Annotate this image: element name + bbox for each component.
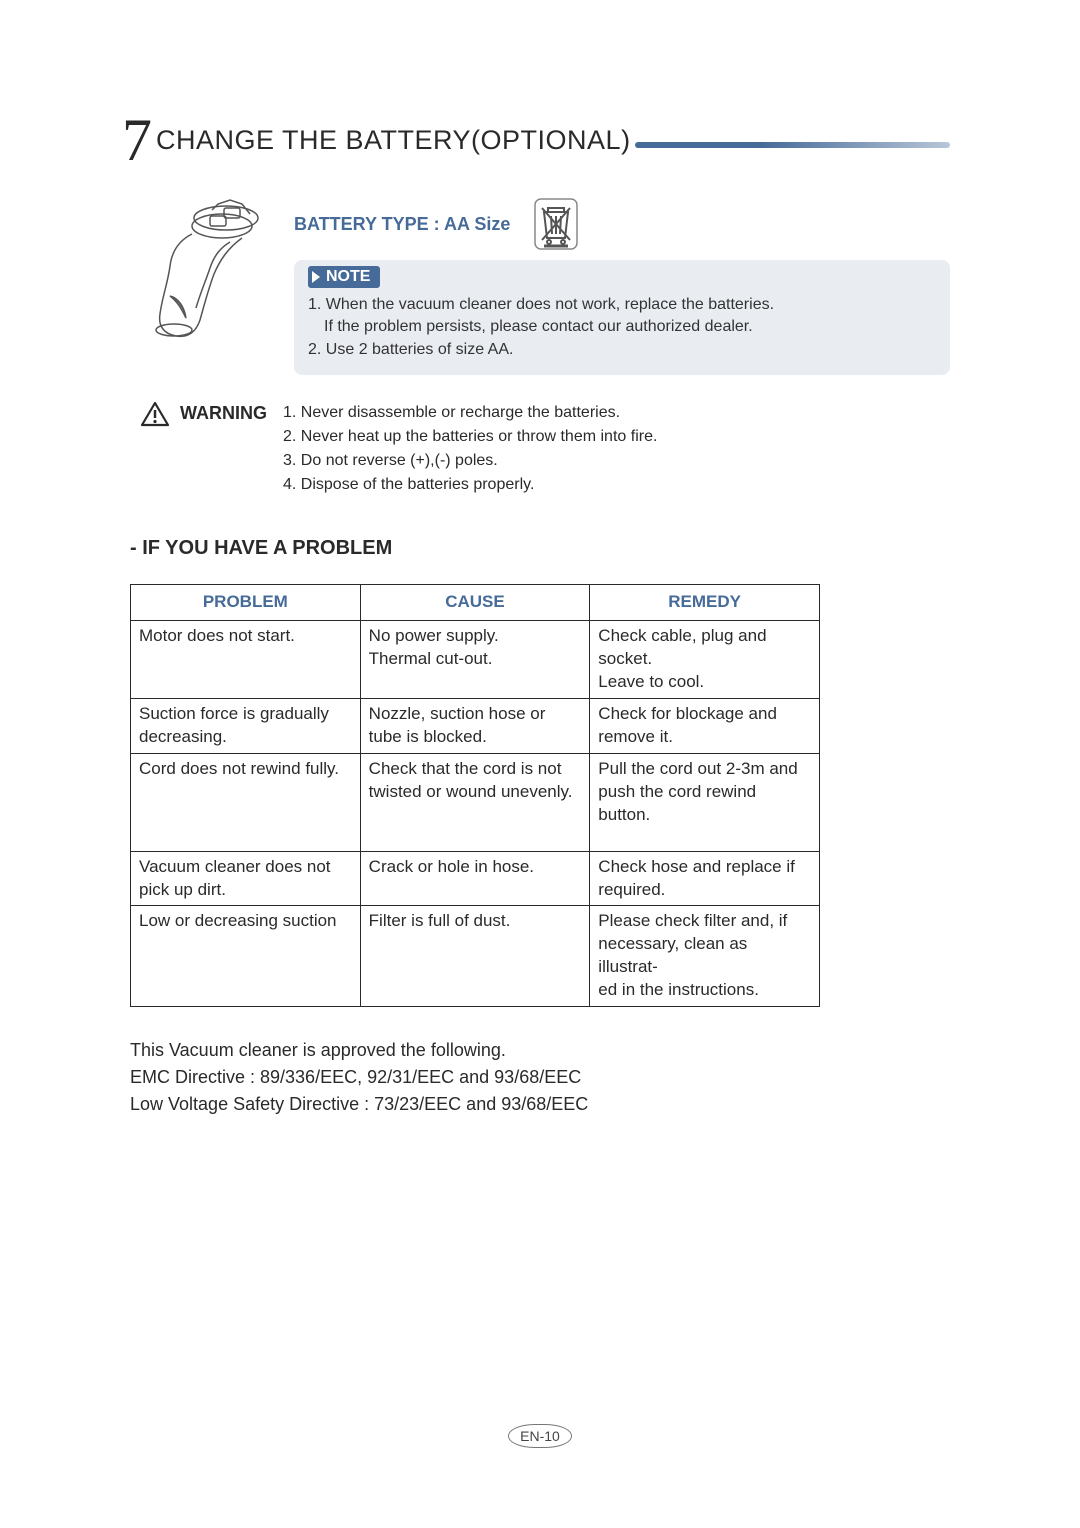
- problem-heading: - IF YOU HAVE A PROBLEM: [130, 537, 950, 560]
- approval-text: This Vacuum cleaner is approved the foll…: [130, 1037, 950, 1118]
- cell-remedy: Check hose and replace if required.: [590, 851, 820, 906]
- cell-cause: No power supply.Thermal cut-out.: [360, 621, 590, 699]
- section-header: 7 CHANGE THE BATTERY(OPTIONAL): [130, 110, 950, 170]
- cell-remedy: Check for blockage and remove it.: [590, 698, 820, 753]
- cell-problem: Low or decreasing suction: [131, 906, 361, 1007]
- troubleshoot-table: PROBLEM CAUSE REMEDY Motor does not star…: [130, 584, 820, 1007]
- cell-cause: Crack or hole in hose.: [360, 851, 590, 906]
- note-text: 1. When the vacuum cleaner does not work…: [308, 294, 936, 361]
- cell-cause: Filter is full of dust.: [360, 906, 590, 1007]
- handle-battery-illustration-icon: [130, 198, 270, 348]
- table-row: Motor does not start.No power supply.The…: [131, 621, 820, 699]
- table-row: Low or decreasing suctionFilter is full …: [131, 906, 820, 1007]
- battery-section: BATTERY TYPE : AA Size: [130, 198, 950, 375]
- page-number: EN-10: [508, 1424, 572, 1448]
- section-number: 7: [122, 110, 152, 170]
- note-label: NOTE: [308, 266, 380, 288]
- col-cause: CAUSE: [360, 585, 590, 621]
- table-row: Cord does not rewind fully.Check that th…: [131, 753, 820, 851]
- cell-problem: Vacuum cleaner does not pick up dirt.: [131, 851, 361, 906]
- approval-line-2: EMC Directive : 89/336/EEC, 92/31/EEC an…: [130, 1064, 950, 1091]
- col-remedy: REMEDY: [590, 585, 820, 621]
- note-line-2: 2. Use 2 batteries of size AA.: [308, 341, 513, 358]
- battery-type-row: BATTERY TYPE : AA Size: [294, 198, 950, 250]
- warning-triangle-icon: [140, 401, 170, 427]
- table-header-row: PROBLEM CAUSE REMEDY: [131, 585, 820, 621]
- table-row: Suction force is gradually decreasing.No…: [131, 698, 820, 753]
- note-box: NOTE 1. When the vacuum cleaner does not…: [294, 260, 950, 375]
- battery-info-column: BATTERY TYPE : AA Size: [294, 198, 950, 375]
- warning-line-2: 2. Never heat up the batteries or throw …: [283, 425, 657, 449]
- battery-type-label: BATTERY TYPE : AA Size: [294, 214, 510, 235]
- table-row: Vacuum cleaner does not pick up dirt.Cra…: [131, 851, 820, 906]
- cell-problem: Suction force is gradually decreasing.: [131, 698, 361, 753]
- col-problem: PROBLEM: [131, 585, 361, 621]
- weee-bin-icon: [534, 198, 578, 250]
- warning-text: 1. Never disassemble or recharge the bat…: [283, 401, 657, 497]
- cell-cause: Nozzle, suction hose or tube is blocked.: [360, 698, 590, 753]
- cell-problem: Motor does not start.: [131, 621, 361, 699]
- cell-remedy: Pull the cord out 2-3m and push the cord…: [590, 753, 820, 851]
- title-rule-icon: [635, 142, 950, 148]
- warning-line-1: 1. Never disassemble or recharge the bat…: [283, 401, 657, 425]
- warning-row: WARNING 1. Never disassemble or recharge…: [140, 401, 950, 497]
- cell-remedy: Please check filter and, if necessary, c…: [590, 906, 820, 1007]
- note-line-1b: If the problem persists, please contact …: [308, 316, 936, 338]
- section-title: CHANGE THE BATTERY(OPTIONAL): [156, 125, 631, 156]
- cell-problem: Cord does not rewind fully.: [131, 753, 361, 851]
- note-line-1: 1. When the vacuum cleaner does not work…: [308, 296, 774, 313]
- warning-line-3: 3. Do not reverse (+),(-) poles.: [283, 449, 657, 473]
- approval-line-1: This Vacuum cleaner is approved the foll…: [130, 1037, 950, 1064]
- cell-remedy: Check cable, plug and socket.Leave to co…: [590, 621, 820, 699]
- warning-label: WARNING: [180, 403, 267, 424]
- warning-line-4: 4. Dispose of the batteries properly.: [283, 473, 657, 497]
- approval-line-3: Low Voltage Safety Directive : 73/23/EEC…: [130, 1091, 950, 1118]
- cell-cause: Check that the cord is not twisted or wo…: [360, 753, 590, 851]
